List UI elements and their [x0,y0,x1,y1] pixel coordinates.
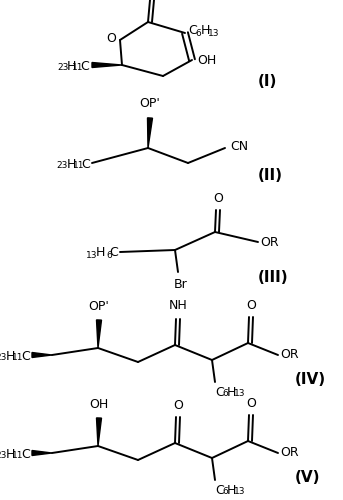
Text: (II): (II) [258,168,283,182]
Text: (IV): (IV) [295,372,326,388]
Text: OH: OH [197,54,216,68]
Text: 11: 11 [12,452,23,460]
Text: C: C [188,24,197,38]
Text: C: C [81,158,90,170]
Text: (V): (V) [295,470,320,486]
Text: O: O [246,397,256,410]
Text: 23: 23 [0,452,7,460]
Text: 11: 11 [12,354,23,362]
Text: C: C [80,60,89,72]
Text: (I): (I) [258,74,277,90]
Text: H: H [5,350,15,362]
Text: OR: OR [280,348,299,362]
Text: 6: 6 [106,250,112,260]
Polygon shape [147,118,153,148]
Text: OR: OR [280,446,299,460]
Text: O: O [106,32,116,44]
Text: H: H [227,484,236,497]
Text: 13: 13 [234,487,246,496]
Text: O: O [173,399,183,412]
Text: O: O [246,299,256,312]
Text: 13: 13 [208,30,220,38]
Text: 13: 13 [234,389,246,398]
Polygon shape [96,418,102,446]
Text: Br: Br [174,278,188,291]
Text: 13: 13 [85,250,97,260]
Text: 6: 6 [222,487,228,496]
Text: 11: 11 [71,64,83,72]
Text: (III): (III) [258,270,288,285]
Polygon shape [92,62,122,68]
Polygon shape [96,320,102,348]
Text: H: H [67,158,76,170]
Text: OR: OR [260,236,279,248]
Text: 23: 23 [58,64,69,72]
Text: H: H [96,246,105,258]
Text: 6: 6 [222,389,228,398]
Polygon shape [32,450,52,456]
Polygon shape [32,352,52,358]
Text: OH: OH [90,398,109,411]
Text: OP': OP' [140,97,161,110]
Text: 23: 23 [57,162,68,170]
Text: O: O [213,192,223,205]
Text: C: C [109,246,118,258]
Text: CN: CN [230,140,248,153]
Text: C: C [215,386,224,399]
Text: H: H [5,448,15,460]
Text: H: H [201,24,210,38]
Text: 11: 11 [72,162,84,170]
Text: 6: 6 [195,30,201,38]
Text: C: C [21,448,30,460]
Text: H: H [67,60,76,72]
Text: 23: 23 [0,354,7,362]
Text: NH: NH [169,299,187,312]
Text: C: C [215,484,224,497]
Text: C: C [21,350,30,362]
Text: OP': OP' [88,300,109,313]
Text: H: H [227,386,236,399]
